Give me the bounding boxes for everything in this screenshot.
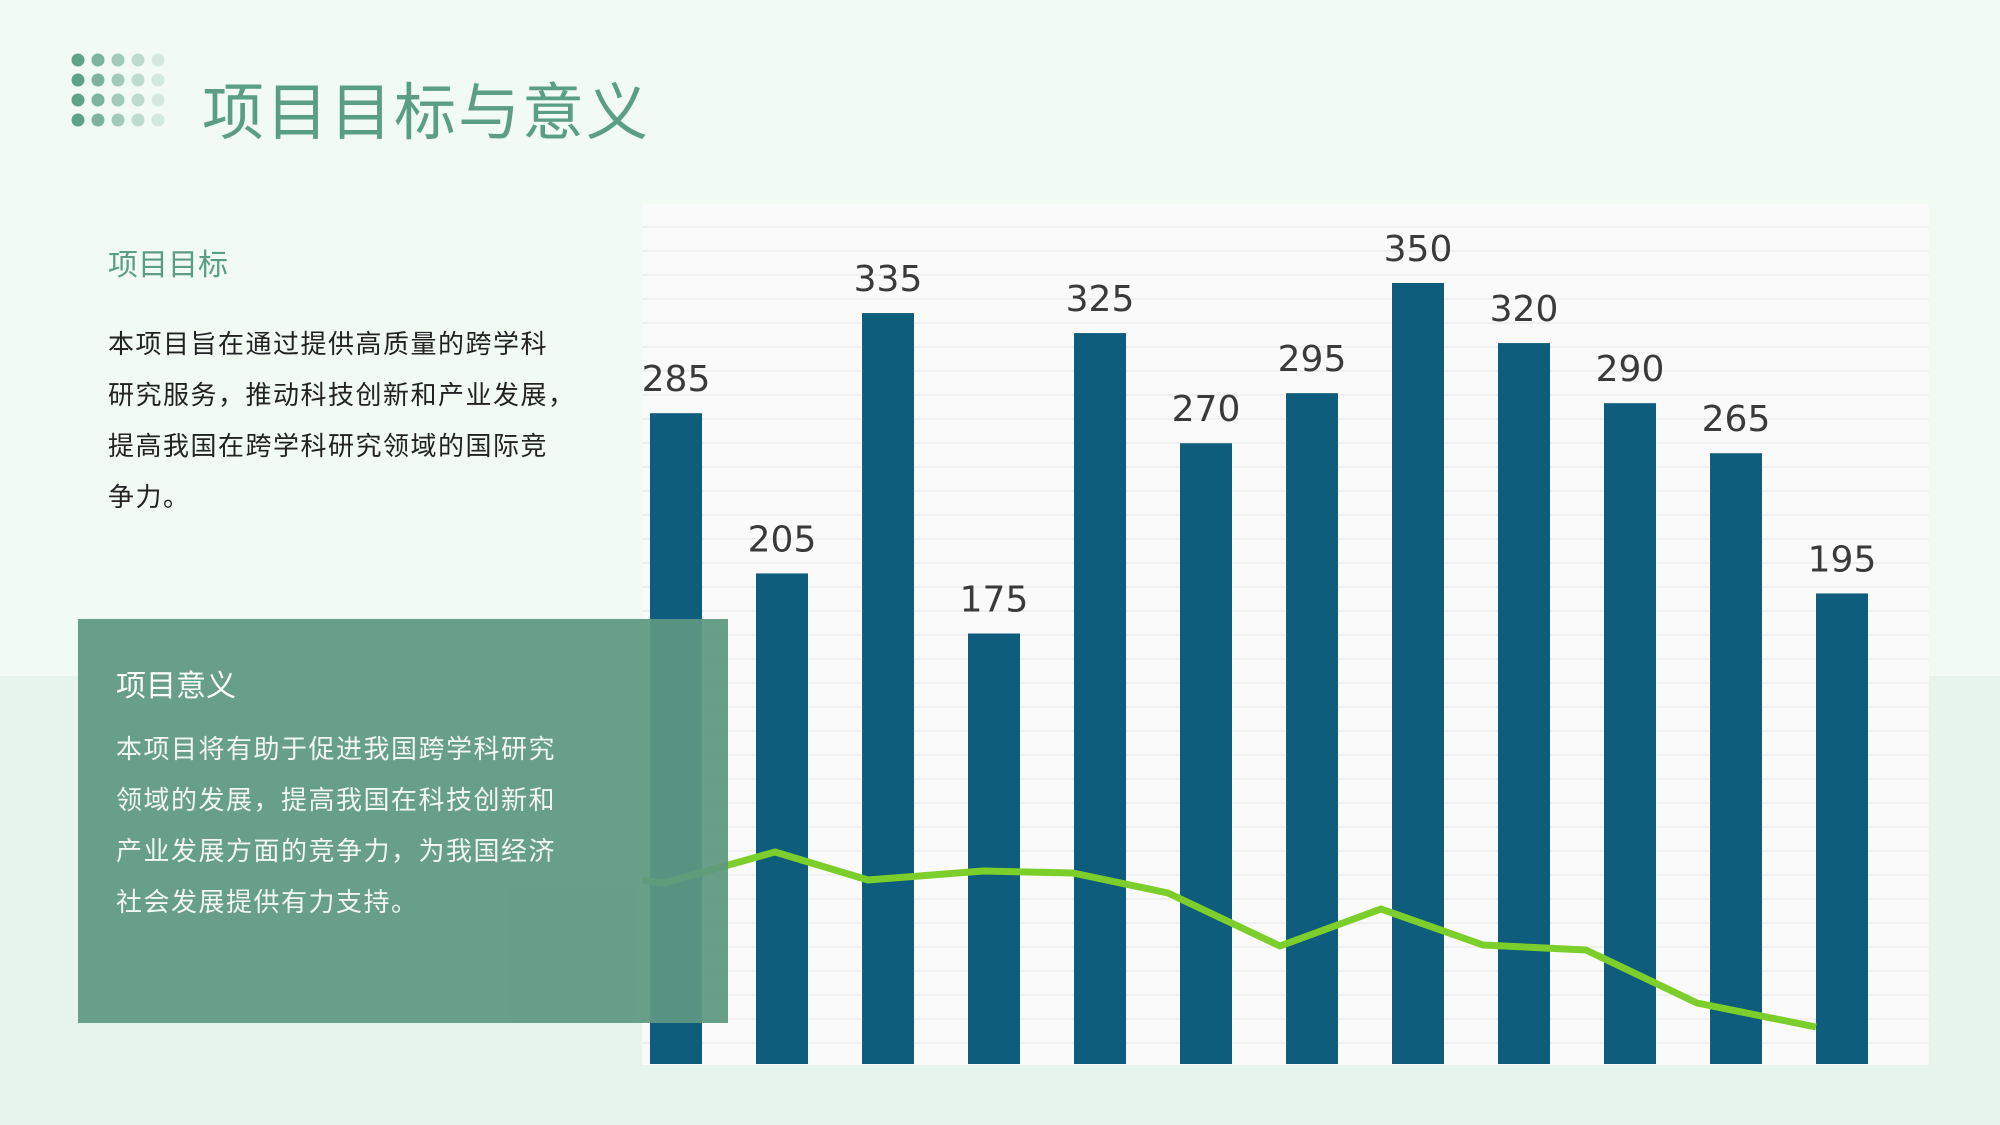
value-label: 290 [1596,349,1665,390]
value-label: 350 [1384,229,1453,270]
value-label: 175 [960,580,1029,621]
text-line: 本项目旨在通过提供高质量的跨学科 [108,330,549,360]
text-line: 社会发展提供有力支持。 [116,888,419,918]
significance-body: 本项目将有助于促进我国跨学科研究 领域的发展，提高我国在科技创新和 产业发展方面的竞… [116,725,556,929]
bar [862,313,914,1064]
dots-icon [71,53,165,127]
text-line: 研究服务，推动科技创新和产业发展， [108,381,576,411]
bar [968,633,1020,1064]
slide-title: 项目目标与意义 [202,76,651,149]
significance-box: 项目意义 本项目将有助于促进我国跨学科研究 领域的发展，提高我国在科技创新和 产业发… [78,619,728,1023]
value-label: 195 [1808,539,1877,580]
text-line: 争力。 [108,483,191,513]
goal-heading: 项目目标 [108,248,228,283]
goal-body: 本项目旨在通过提供高质量的跨学科 研究服务，推动科技创新和产业发展， 提高我国在跨学… [108,320,576,524]
value-label: 270 [1172,389,1241,430]
bar [1710,453,1762,1064]
value-label: 205 [748,519,817,560]
text-line: 领域的发展，提高我国在科技创新和 [116,786,557,816]
chart: 285 205 335 175 325 270 295 350 320 290 265 195 [642,229,1877,1064]
bar [1074,333,1126,1064]
bar [756,573,808,1064]
value-label: 295 [1278,339,1347,380]
value-label: 265 [1702,399,1771,440]
text-line: 提高我国在跨学科研究领域的国际竞 [108,432,549,462]
chart-photo: 285 205 335 175 325 270 295 350 320 290 265 195 [642,204,1929,1065]
trend-line [642,848,1817,1031]
bar [1286,393,1338,1064]
value-label: 285 [642,359,710,400]
significance-heading: 项目意义 [116,669,236,704]
value-label: 325 [1066,279,1135,320]
bar [1392,283,1444,1064]
text-line: 本项目将有助于促进我国跨学科研究 [116,735,557,765]
bar [1180,443,1232,1064]
text-line: 产业发展方面的竞争力，为我国经济 [116,837,557,867]
value-label: 320 [1490,289,1559,330]
bar [1816,593,1868,1064]
bar [1498,343,1550,1064]
value-label: 335 [854,259,923,300]
bar [1604,403,1656,1064]
